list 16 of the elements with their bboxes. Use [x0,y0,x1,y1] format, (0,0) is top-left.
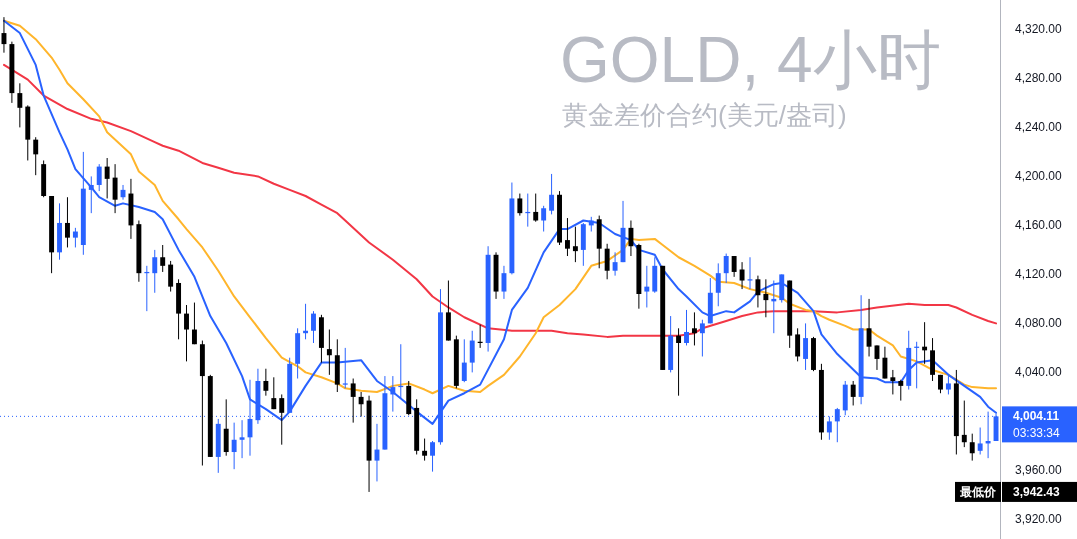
subtitle: 黄金差价合约(美元/盎司) [562,100,847,130]
y-tick-label: 4,240.00 [1015,120,1063,135]
text: 3,942.43 [1013,484,1061,499]
y-tick-label: 4,160.00 [1015,218,1063,233]
text: 4,004.11 [1013,409,1060,424]
y-tick-label: 4,200.00 [1015,169,1063,184]
annotation: 最低价 [959,484,997,499]
text: 03:33:34 [1013,426,1061,441]
y-tick-label: 3,960.00 [1015,463,1063,478]
y-tick-label: 4,320.00 [1015,22,1063,37]
y-tick-label: 4,040.00 [1015,365,1063,380]
y-tick-label: 3,920.00 [1015,512,1063,527]
y-tick-label: 4,280.00 [1015,71,1063,86]
y-tick-label: 4,080.00 [1015,316,1063,331]
y-tick-label: 4,120.00 [1015,267,1063,282]
title: GOLD, 4小时 [560,24,941,96]
